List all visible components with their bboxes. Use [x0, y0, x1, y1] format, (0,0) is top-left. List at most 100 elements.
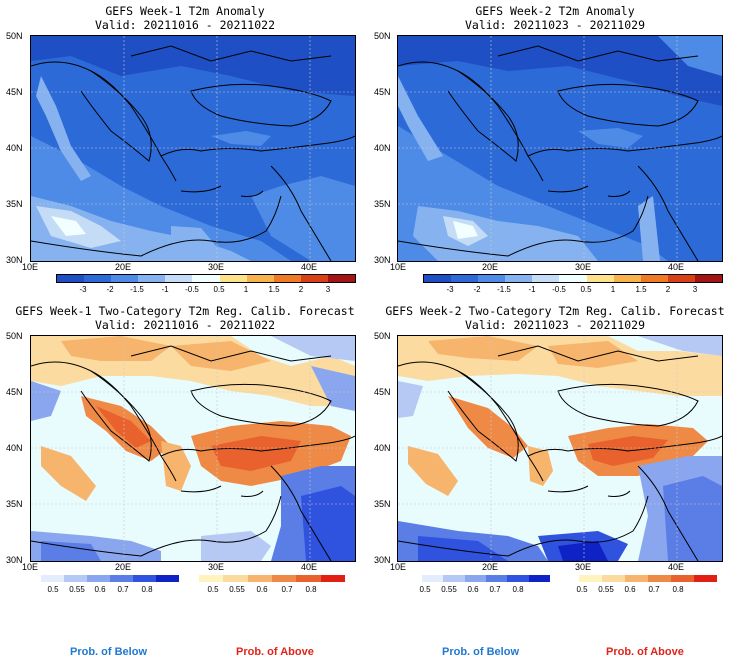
panel-title: GEFS Week-2 T2m Anomaly [475, 4, 635, 18]
lon-label: 40E [668, 562, 685, 572]
lon-label: 40E [301, 562, 318, 572]
colorbar-label: 0.5 [576, 585, 588, 594]
lat-label: 50N [374, 331, 391, 341]
colorbar-label: 0.6 [256, 585, 268, 594]
lat-label: 40N [374, 143, 391, 153]
colorbar-label: -1.5 [130, 285, 144, 294]
anomaly-map-week2 [397, 35, 723, 262]
colorbar-label: 2 [665, 285, 671, 294]
colorbar-label: -3 [79, 285, 87, 294]
grid-lines [31, 336, 355, 561]
colorbar-label: 0.8 [512, 585, 524, 594]
prob-above-colorbar: 0.5 0.55 0.6 0.7 0.8 [576, 574, 718, 598]
grid-lines [398, 336, 722, 561]
colorbar-label: 0.6 [624, 585, 636, 594]
lat-label: 35N [374, 499, 391, 509]
colorbar-label: -3 [446, 285, 454, 294]
lon-label: 10E [390, 562, 407, 572]
colorbar-label: 1 [243, 285, 249, 294]
colorbar-label: 3 [325, 285, 331, 294]
colorbar-label: -1 [528, 285, 536, 294]
panel-week2-anomaly: GEFS Week-2 T2m Anomaly Valid: 20211023 … [370, 0, 740, 300]
lat-label: 35N [6, 499, 23, 509]
grid-lines [398, 36, 722, 261]
colorbar-label: 2 [298, 285, 304, 294]
panel-title: GEFS Week-1 T2m Anomaly [105, 4, 265, 18]
lat-label: 40N [6, 443, 23, 453]
colorbar-label: 0.7 [281, 585, 293, 594]
lon-label: 40E [668, 262, 685, 272]
coastlines [31, 345, 355, 561]
lat-label: 45N [6, 87, 23, 97]
lat-label: 30N [374, 555, 391, 565]
panel-valid-dates: Valid: 20211016 - 20211022 [94, 318, 275, 332]
colorbar-label: 3 [692, 285, 698, 294]
colorbar-label: 1.5 [635, 285, 647, 294]
coastlines [398, 345, 722, 561]
prob-below-caption: Prob. of Below [70, 646, 147, 658]
prob-below-colorbar: 0.5 0.55 0.6 0.7 0.8 [419, 574, 551, 598]
lon-label: 30E [208, 262, 225, 272]
panel-valid-dates: Valid: 20211016 - 20211022 [94, 18, 275, 32]
lat-label: 40N [374, 443, 391, 453]
prob-below-caption: Prob. of Below [442, 646, 519, 658]
anomaly-colorbar: -3 -2 -1.5 -1 -0.5 0.5 1 1.5 2 3 [56, 274, 356, 298]
colorbar-label: 0.5 [213, 285, 225, 294]
lat-label: 45N [374, 387, 391, 397]
coastlines [31, 45, 355, 261]
colorbar-label: -0.5 [552, 285, 566, 294]
colorbar-label: 0.55 [229, 585, 245, 594]
lat-label: 40N [6, 143, 23, 153]
lat-label: 30N [374, 255, 391, 265]
panel-title: GEFS Week-2 Two-Category T2m Reg. Calib.… [385, 304, 725, 318]
colorbar-label: 0.6 [94, 585, 106, 594]
lat-label: 50N [374, 31, 391, 41]
lat-label: 45N [374, 87, 391, 97]
anomaly-colorbar: -3 -2 -1.5 -1 -0.5 0.5 1 1.5 2 3 [423, 274, 723, 298]
colorbar-label: 0.8 [305, 585, 317, 594]
colorbar-label: -2 [106, 285, 114, 294]
lat-label: 50N [6, 31, 23, 41]
probability-map-week1 [30, 335, 356, 562]
colorbar-label: 1 [610, 285, 616, 294]
colorbar-label: -2 [473, 285, 481, 294]
colorbar-label: 0.55 [69, 585, 85, 594]
lon-label: 20E [482, 262, 499, 272]
colorbar-label: 1.5 [268, 285, 280, 294]
colorbar-label: 0.55 [441, 585, 457, 594]
colorbar-label: 0.7 [117, 585, 129, 594]
panel-title: GEFS Week-1 Two-Category T2m Reg. Calib.… [15, 304, 355, 318]
colorbar-label: 0.5 [580, 285, 592, 294]
grid-lines [31, 36, 355, 261]
colorbar-label: 0.8 [672, 585, 684, 594]
colorbar-label: 0.6 [467, 585, 479, 594]
lon-label: 30E [575, 562, 592, 572]
panel-valid-dates: Valid: 20211023 - 20211029 [464, 318, 645, 332]
colorbar-label: 0.5 [419, 585, 431, 594]
lon-label: 40E [301, 262, 318, 272]
prob-below-colorbar: 0.5 0.55 0.6 0.7 0.8 [40, 574, 180, 598]
panel-week1-probability: GEFS Week-1 Two-Category T2m Reg. Calib.… [0, 300, 370, 662]
panel-week1-anomaly: GEFS Week-1 T2m Anomaly Valid: 20211016 … [0, 0, 370, 300]
colorbar-label: 0.5 [207, 585, 219, 594]
panel-valid-dates: Valid: 20211023 - 20211029 [464, 18, 645, 32]
lon-label: 10E [390, 262, 407, 272]
lat-label: 35N [6, 199, 23, 209]
lat-label: 30N [6, 255, 23, 265]
coastlines [398, 45, 722, 261]
prob-above-colorbar: 0.5 0.55 0.6 0.7 0.8 [198, 574, 346, 598]
colorbar-label: 0.55 [598, 585, 614, 594]
lon-label: 30E [575, 262, 592, 272]
lat-label: 45N [6, 387, 23, 397]
lon-label: 20E [482, 562, 499, 572]
probability-map-week2 [397, 335, 723, 562]
lon-label: 20E [115, 262, 132, 272]
lon-label: 20E [115, 562, 132, 572]
colorbar-label: -1.5 [497, 285, 511, 294]
prob-above-caption: Prob. of Above [606, 646, 684, 658]
prob-above-caption: Prob. of Above [236, 646, 314, 658]
lat-label: 35N [374, 199, 391, 209]
anomaly-map-week1 [30, 35, 356, 262]
lat-label: 30N [6, 555, 23, 565]
lon-label: 10E [22, 562, 39, 572]
